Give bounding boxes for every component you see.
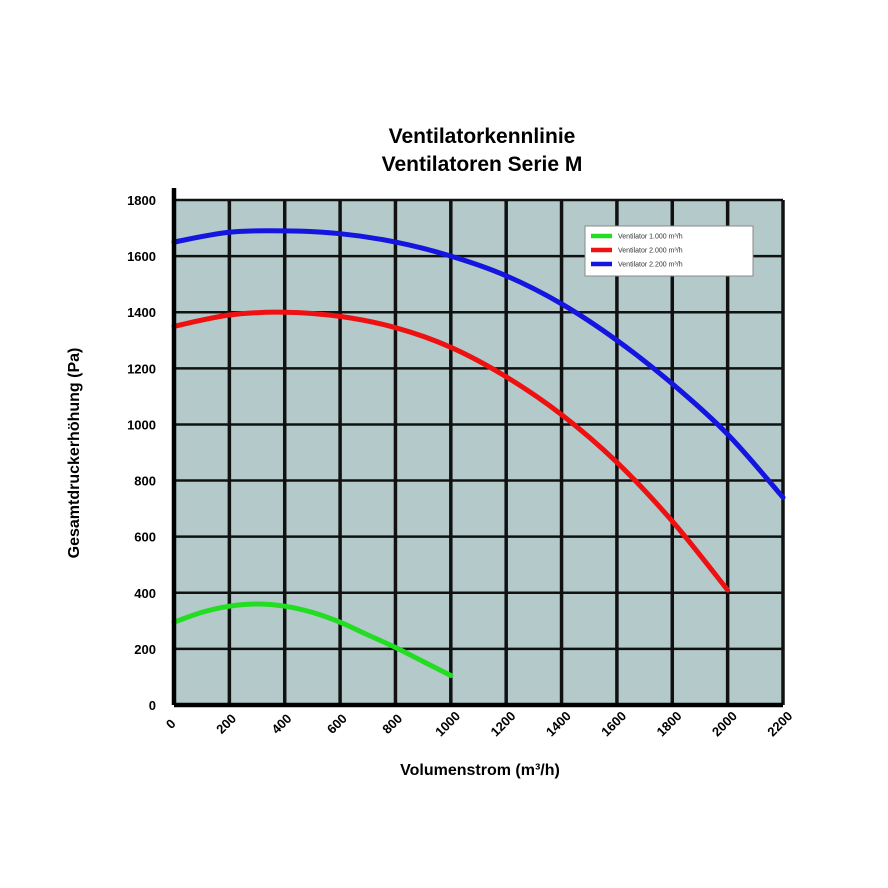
y-tick-labels: 0 200 400 600 800 1000 1200 1400 1600 1800 <box>127 193 156 713</box>
axes <box>171 188 783 708</box>
series-line-2 <box>171 309 731 593</box>
chart-title-line-1: Ventilatorkennlinie <box>389 125 576 148</box>
legend-box <box>584 225 754 277</box>
y-tick-label: 1600 <box>127 249 156 264</box>
x-tick-label: 2200 <box>764 708 795 739</box>
chart-title-line-2: Ventilatoren Serie M <box>382 153 583 176</box>
plot-background <box>174 200 783 705</box>
y-tick-label: 400 <box>134 586 156 601</box>
x-tick-label: 1200 <box>487 708 518 739</box>
y-tick-label: 0 <box>149 698 156 713</box>
legend-label: Ventilator 2.000 m³/h <box>618 248 683 255</box>
y-tick-label: 800 <box>134 474 156 489</box>
legend-label: Ventilator 1.000 m³/h <box>618 234 683 241</box>
plot-area <box>174 200 783 705</box>
x-tick-label: 2000 <box>709 708 740 739</box>
x-tick-label: 1800 <box>654 708 685 739</box>
x-tick-label: 600 <box>324 711 350 737</box>
x-tick-label: 800 <box>379 711 405 737</box>
y-axis-label: Gesamtdruckerhöhung (Pa) <box>66 348 83 559</box>
legend-label: Ventilator 2.200 m³/h <box>618 262 683 269</box>
series-group <box>171 228 786 678</box>
series-line-1 <box>171 601 454 678</box>
x-tick-label: 400 <box>269 711 295 737</box>
x-tick-label: 1400 <box>543 708 574 739</box>
y-tick-label: 1000 <box>127 417 156 432</box>
x-tick-label: 200 <box>213 711 239 737</box>
y-tick-label: 600 <box>134 530 156 545</box>
x-tick-label: 0 <box>163 716 179 732</box>
x-axis-label: Volumenstrom (m³/h) <box>400 762 560 779</box>
y-tick-label: 1800 <box>127 193 156 208</box>
x-tick-labels: 0 200 400 600 800 1000 1200 1400 1600 1800 2000 220… <box>163 708 795 739</box>
legend: Ventilator 1.000 m³/h Ventilator 2.000 m³… <box>584 225 754 277</box>
x-tick-label: 1000 <box>432 708 463 739</box>
y-tick-label: 200 <box>134 642 156 657</box>
x-tick-label: 1600 <box>598 708 629 739</box>
y-tick-label: 1400 <box>127 305 156 320</box>
y-tick-label: 1200 <box>127 361 156 376</box>
series-line-3 <box>171 228 786 500</box>
